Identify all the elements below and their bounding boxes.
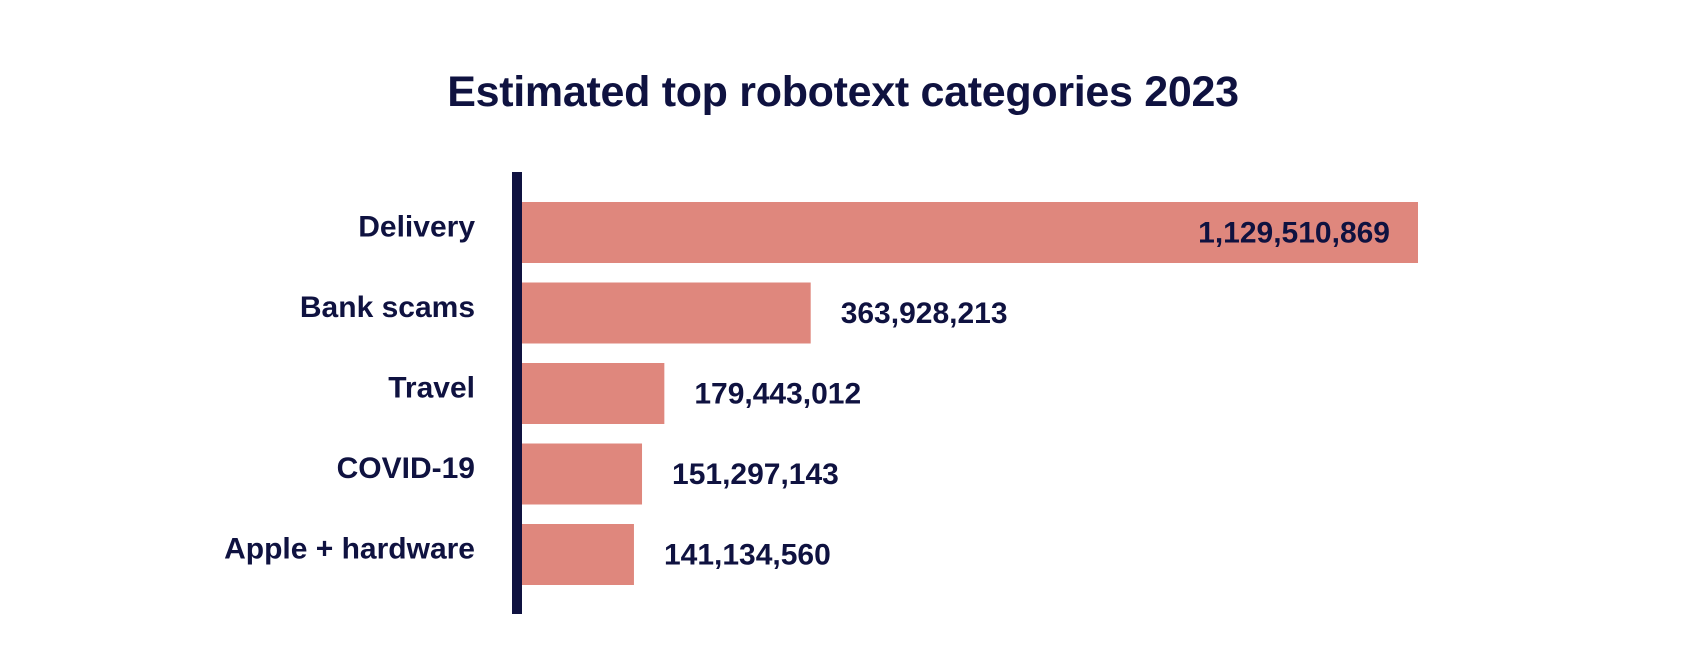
category-label-2: Travel [388,372,475,405]
category-label-0: Delivery [358,211,475,244]
bar-2 [522,363,665,424]
bar-3 [522,443,643,505]
category-label-3: COVID-19 [337,452,475,485]
bar-0 [522,202,1418,263]
bar-4 [522,524,634,585]
bar-1 [522,282,811,344]
category-label-1: Bank scams [300,291,475,324]
value-label-3: 151,297,143 [672,458,839,491]
value-label-2: 179,443,012 [694,378,861,411]
category-label-4: Apple + hardware [224,533,475,566]
category-labels: Delivery Bank scams Travel COVID-19 Apple + … [224,211,475,566]
value-label-0: 1,129,510,869 [1198,217,1390,250]
bars-group [522,202,1418,585]
value-labels: 1,129,510,869 363,928,213 179,443,012 151,2… [664,217,1390,572]
value-label-4: 141,134,560 [664,539,831,572]
value-label-1: 363,928,213 [841,297,1008,330]
y-axis-line [512,172,522,614]
chart-title: Estimated top robotext categories 2023 [447,68,1239,116]
